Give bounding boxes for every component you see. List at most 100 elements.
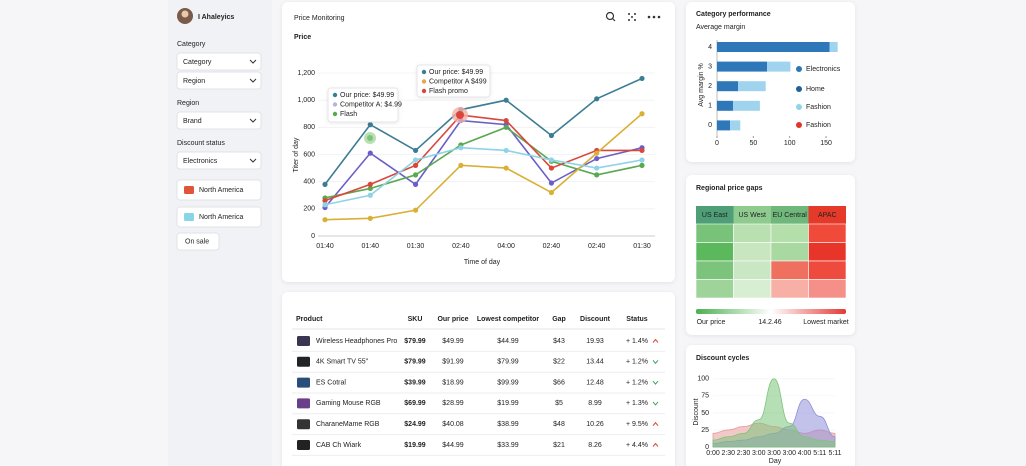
legend-label: Fashion xyxy=(806,122,831,129)
dropdown[interactable] xyxy=(176,52,262,71)
cell: ES Cotral xyxy=(316,379,346,386)
chip[interactable] xyxy=(176,232,220,251)
heatmap-header xyxy=(696,206,734,224)
y-tick-label: 25 xyxy=(701,427,709,434)
cell: $43 xyxy=(553,338,565,345)
x-tick-label: 0 xyxy=(715,140,719,147)
legend-label: Home xyxy=(806,86,825,93)
product-icon xyxy=(297,356,310,367)
y-tick-label: 0 xyxy=(311,233,315,240)
brand: I Ahaleyics xyxy=(198,14,234,21)
heatmap-cell xyxy=(808,223,847,243)
chip[interactable] xyxy=(176,179,262,201)
point xyxy=(412,181,419,187)
cell: $19.99 xyxy=(497,400,519,407)
series-line xyxy=(324,119,643,208)
tooltip-dot xyxy=(332,92,338,98)
x-tick-label: 02:40 xyxy=(452,243,470,250)
chip-label: On sale xyxy=(185,238,209,245)
point xyxy=(412,147,419,154)
cell: $21 xyxy=(553,442,565,449)
status: + 1.3% xyxy=(626,400,648,407)
heatmap-column: APAC xyxy=(818,212,837,219)
y-tick-label: 4 xyxy=(708,44,712,51)
dropdown-value: Brand xyxy=(183,118,202,125)
cell: Wireless Headphones Pro xyxy=(316,338,397,345)
x-tick-label: 3:00 xyxy=(782,450,796,457)
point xyxy=(322,217,328,223)
bar xyxy=(732,100,760,111)
dropdown[interactable] xyxy=(176,71,262,90)
column-header: Discount xyxy=(580,316,611,323)
y-tick-label: 1 xyxy=(708,103,712,110)
y-tick-label: 600 xyxy=(303,151,315,158)
x-tick-label: 50 xyxy=(749,140,757,147)
bar xyxy=(717,81,739,92)
point xyxy=(412,207,419,213)
chip[interactable] xyxy=(176,206,262,228)
panel-title: Regional price gaps xyxy=(696,185,763,192)
y-tick-label: 2 xyxy=(708,83,712,90)
highlight-dot xyxy=(456,111,464,119)
heatmap-cell xyxy=(808,279,847,299)
grid-icon xyxy=(634,13,636,15)
dropdown[interactable] xyxy=(176,151,262,170)
search-handle xyxy=(612,18,616,22)
cell: 10.26 xyxy=(586,421,604,428)
point xyxy=(594,96,600,102)
point xyxy=(548,165,555,171)
y-axis-label: Avg margin % xyxy=(698,63,705,106)
cell: $48 xyxy=(553,421,565,428)
point xyxy=(412,157,419,163)
search-icon[interactable] xyxy=(605,11,615,21)
heatmap-cell xyxy=(695,223,734,243)
more-icon[interactable] xyxy=(652,15,656,19)
cell: $91.99 xyxy=(442,359,464,366)
point xyxy=(548,157,555,163)
cell: $44.99 xyxy=(442,442,464,449)
tooltip-text: Flash promo xyxy=(429,88,468,95)
filter-label: Region xyxy=(177,100,199,107)
more-icon[interactable] xyxy=(657,15,661,19)
heatmap-cell xyxy=(733,260,772,280)
series-line xyxy=(324,114,642,202)
product-icon xyxy=(297,440,310,450)
cell: $33.99 xyxy=(497,442,519,449)
series-line xyxy=(324,126,643,199)
legend-dot xyxy=(796,122,802,128)
status: + 4.4% xyxy=(626,442,648,449)
colorbar-label: Lowest market xyxy=(803,319,849,326)
y-tick-label: 0 xyxy=(708,122,712,129)
column-header: Our price xyxy=(437,316,468,323)
status: + 1.2% xyxy=(626,359,648,366)
product-icon xyxy=(297,377,310,388)
cell: $79.99 xyxy=(404,338,426,345)
trend-arrow xyxy=(652,380,659,385)
cell: CAB Ch Wiark xyxy=(316,442,362,449)
heatmap-column: US East xyxy=(702,212,728,219)
cell: $5 xyxy=(555,400,563,407)
grid-icon xyxy=(634,19,636,21)
chevron xyxy=(249,78,257,83)
column-header: Status xyxy=(626,316,648,323)
x-tick-label: 150 xyxy=(820,140,832,147)
heatmap-cell xyxy=(695,242,734,262)
cell: $39.99 xyxy=(404,379,426,386)
bar xyxy=(767,61,791,72)
tooltip-text: Competitor A $499 xyxy=(429,78,487,85)
bar xyxy=(829,42,838,52)
trend-arrow xyxy=(652,338,659,343)
more-icon[interactable] xyxy=(647,15,651,19)
y-tick-label: 1,200 xyxy=(297,70,315,77)
column-header: Product xyxy=(296,316,323,323)
panel-subtitle: Average margin xyxy=(696,24,745,31)
trend-arrow xyxy=(652,359,659,365)
cell: $22 xyxy=(553,359,565,366)
dropdown[interactable] xyxy=(176,111,262,130)
bar xyxy=(738,81,766,92)
series-area xyxy=(712,378,836,448)
chip-label: North America xyxy=(199,214,243,221)
y-tick-label: 800 xyxy=(303,124,315,131)
y-tick-label: 75 xyxy=(701,393,709,400)
point xyxy=(639,157,645,163)
